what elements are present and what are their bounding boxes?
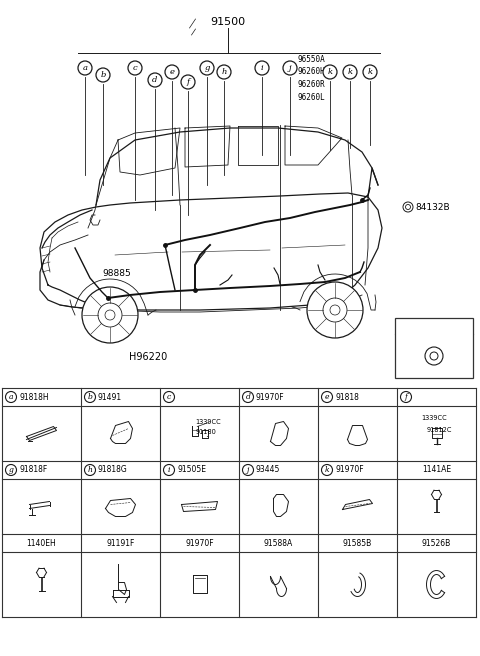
Circle shape bbox=[242, 392, 253, 403]
Text: 91505E: 91505E bbox=[177, 466, 206, 474]
Text: 1339CC: 1339CC bbox=[421, 415, 447, 421]
Bar bbox=[395, 318, 473, 378]
Text: f: f bbox=[405, 393, 408, 401]
Text: 84132B: 84132B bbox=[415, 203, 450, 213]
Text: f: f bbox=[186, 78, 190, 86]
Text: d: d bbox=[152, 76, 158, 84]
Circle shape bbox=[217, 65, 231, 79]
Circle shape bbox=[164, 392, 175, 403]
Text: 91970F: 91970F bbox=[185, 539, 214, 548]
Circle shape bbox=[322, 464, 333, 476]
Text: c: c bbox=[132, 64, 137, 72]
Circle shape bbox=[322, 392, 333, 403]
Text: 1338AC: 1338AC bbox=[415, 323, 453, 331]
Circle shape bbox=[84, 464, 96, 476]
Text: 1141AE: 1141AE bbox=[422, 466, 451, 474]
Circle shape bbox=[164, 464, 175, 476]
Text: a: a bbox=[9, 393, 13, 401]
Text: e: e bbox=[169, 68, 175, 76]
Text: i: i bbox=[168, 466, 170, 474]
Text: h: h bbox=[87, 466, 93, 474]
Text: 91818H: 91818H bbox=[19, 392, 48, 401]
Circle shape bbox=[323, 65, 337, 79]
Text: 91526B: 91526B bbox=[422, 539, 451, 548]
Text: b: b bbox=[100, 71, 106, 79]
Circle shape bbox=[5, 464, 16, 476]
Circle shape bbox=[363, 65, 377, 79]
Text: 1140EH: 1140EH bbox=[26, 539, 56, 548]
Text: 93445: 93445 bbox=[256, 466, 280, 474]
Text: e: e bbox=[325, 393, 329, 401]
Circle shape bbox=[84, 392, 96, 403]
Circle shape bbox=[5, 392, 16, 403]
Text: 91588A: 91588A bbox=[264, 539, 293, 548]
Text: 98885: 98885 bbox=[102, 268, 131, 277]
Text: 91180: 91180 bbox=[195, 429, 216, 435]
Circle shape bbox=[82, 287, 138, 343]
Text: 91818F: 91818F bbox=[19, 466, 47, 474]
Circle shape bbox=[200, 61, 214, 75]
Text: j: j bbox=[247, 466, 249, 474]
Text: 91818G: 91818G bbox=[98, 466, 128, 474]
Circle shape bbox=[255, 61, 269, 75]
Circle shape bbox=[400, 392, 411, 403]
Circle shape bbox=[96, 68, 110, 82]
Text: k: k bbox=[367, 68, 372, 76]
Text: 91585B: 91585B bbox=[343, 539, 372, 548]
Text: 91500: 91500 bbox=[210, 17, 246, 27]
Text: a: a bbox=[83, 64, 87, 72]
Text: 91970F: 91970F bbox=[335, 466, 364, 474]
Text: 91491: 91491 bbox=[98, 392, 122, 401]
Circle shape bbox=[148, 73, 162, 87]
Circle shape bbox=[283, 61, 297, 75]
Circle shape bbox=[242, 464, 253, 476]
Circle shape bbox=[181, 75, 195, 89]
Text: i: i bbox=[261, 64, 264, 72]
Text: k: k bbox=[348, 68, 353, 76]
Text: 91812C: 91812C bbox=[427, 427, 452, 433]
Text: g: g bbox=[204, 64, 210, 72]
Text: 91191F: 91191F bbox=[106, 539, 135, 548]
Text: d: d bbox=[246, 393, 251, 401]
Circle shape bbox=[165, 65, 179, 79]
Circle shape bbox=[78, 61, 92, 75]
Text: 1339CC: 1339CC bbox=[195, 419, 221, 425]
Text: 96550A
96260H
96260R
96260L: 96550A 96260H 96260R 96260L bbox=[298, 55, 326, 102]
Circle shape bbox=[343, 65, 357, 79]
Text: k: k bbox=[324, 466, 329, 474]
Text: j: j bbox=[288, 64, 291, 72]
Text: b: b bbox=[87, 393, 93, 401]
Circle shape bbox=[307, 282, 363, 338]
Text: h: h bbox=[221, 68, 227, 76]
Text: c: c bbox=[167, 393, 171, 401]
Circle shape bbox=[128, 61, 142, 75]
Text: g: g bbox=[9, 466, 13, 474]
Text: H96220: H96220 bbox=[129, 352, 167, 362]
Text: 91970F: 91970F bbox=[256, 392, 285, 401]
Text: k: k bbox=[327, 68, 333, 76]
Text: 91818: 91818 bbox=[335, 392, 359, 401]
